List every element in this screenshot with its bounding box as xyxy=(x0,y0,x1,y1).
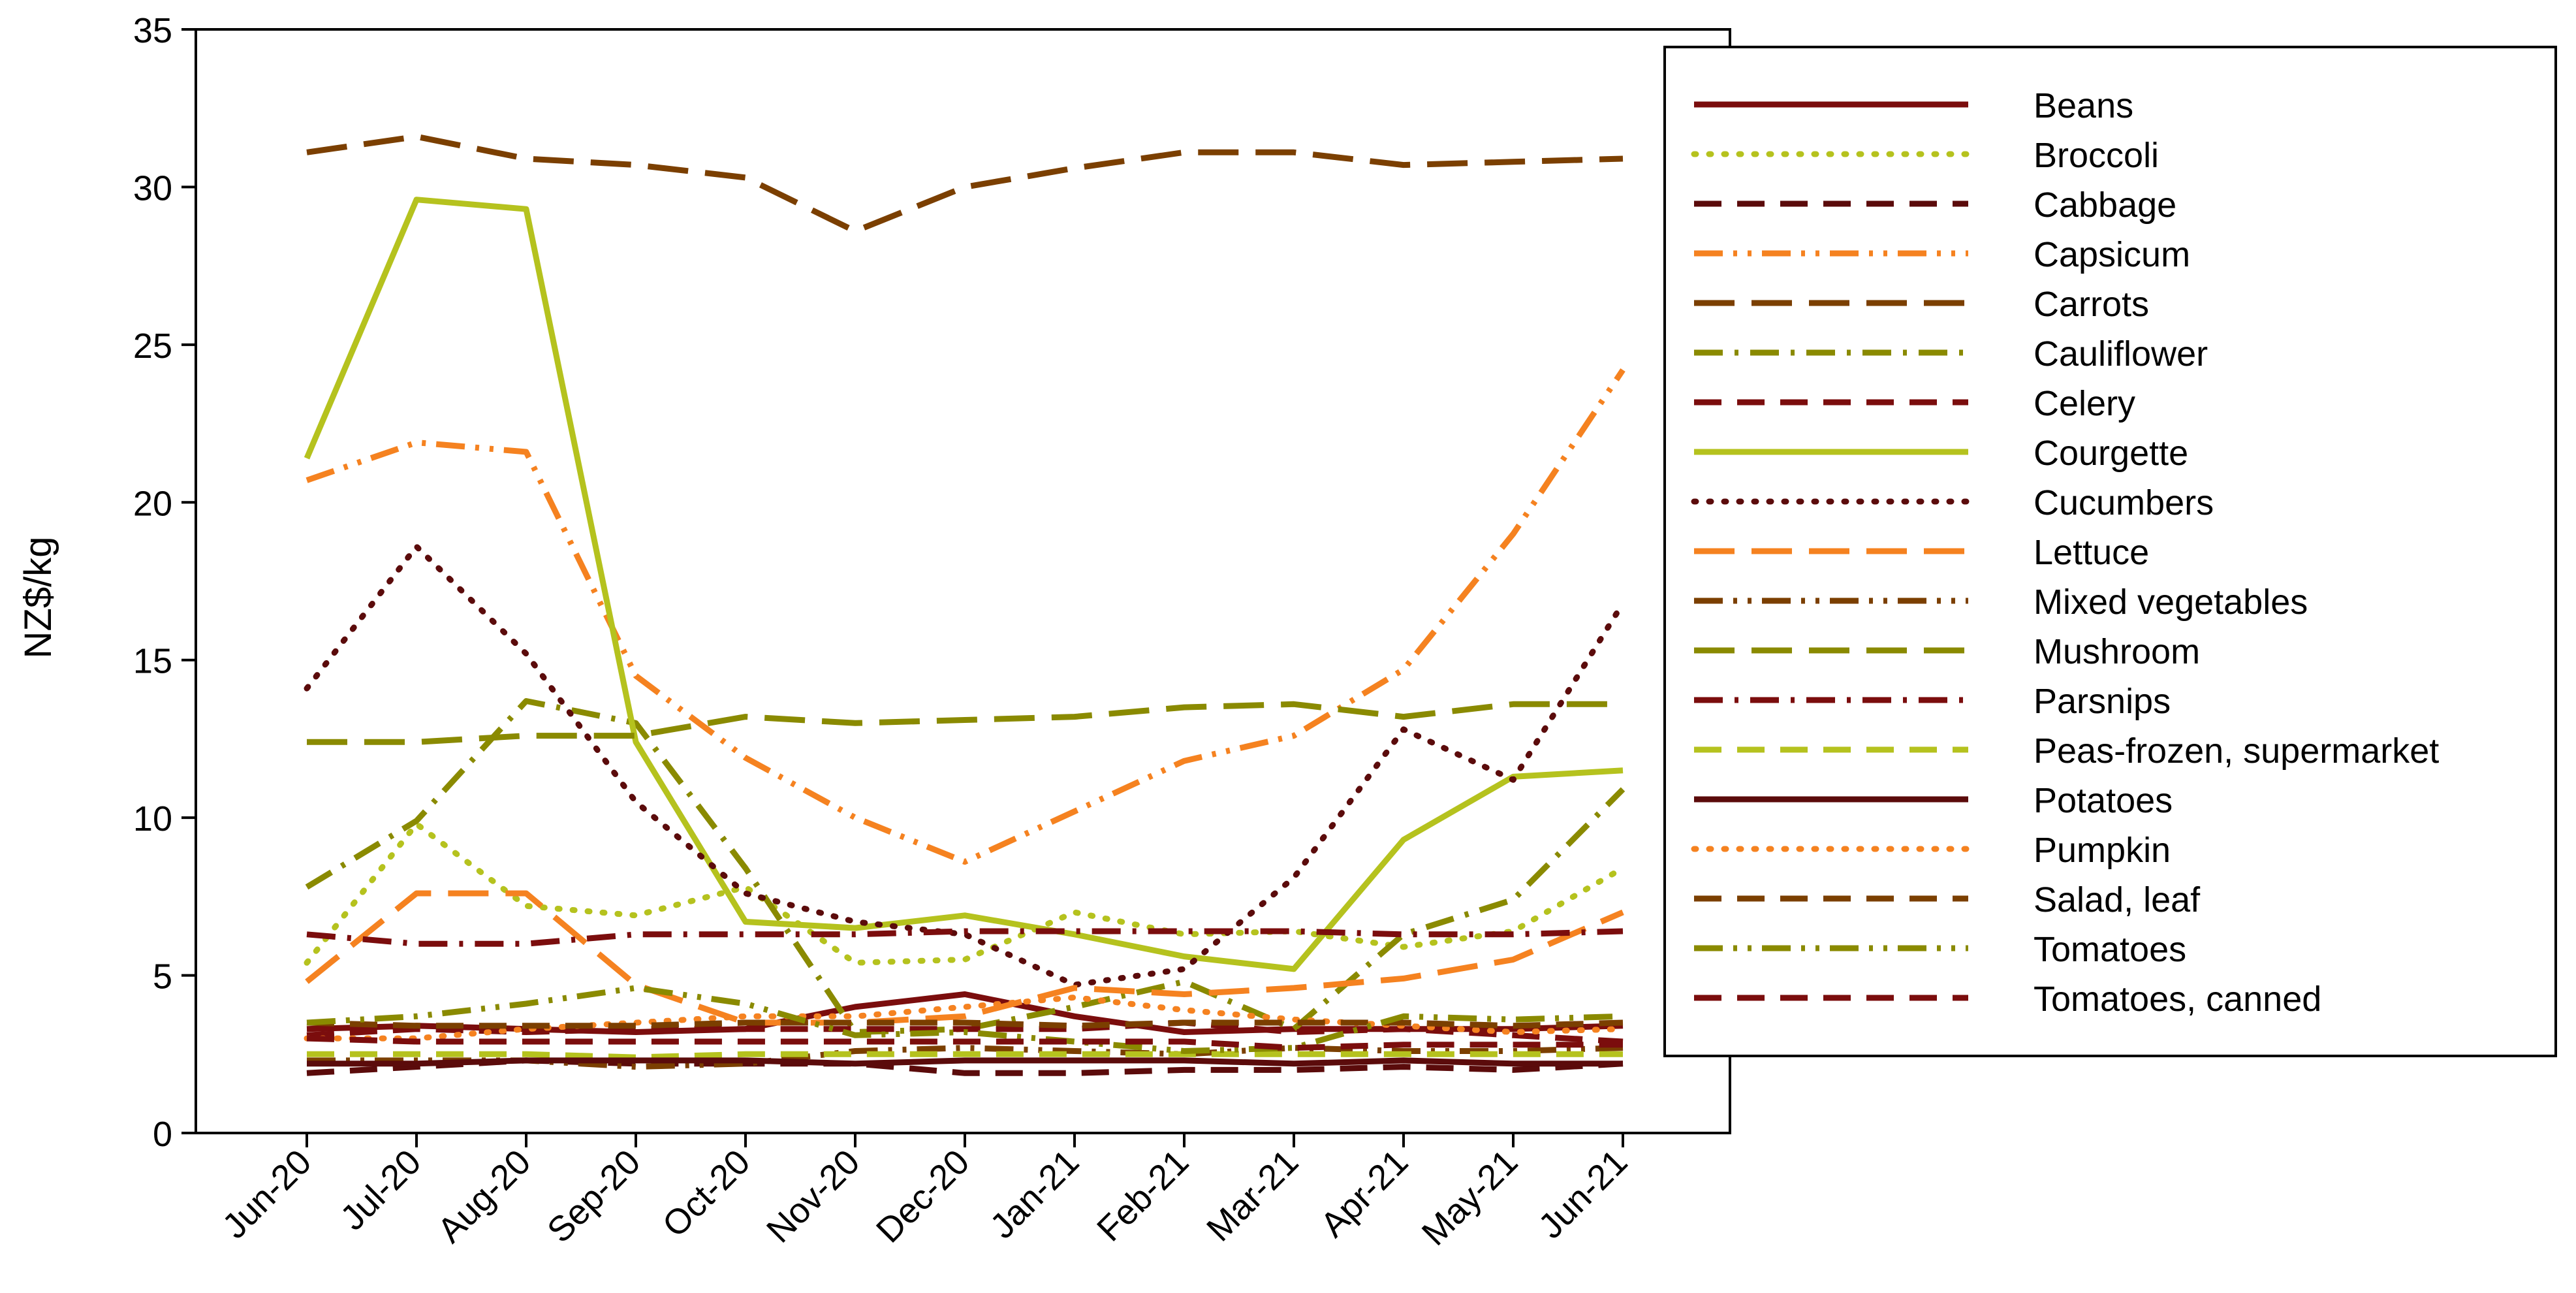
legend-label-cucumbers: Cucumbers xyxy=(2034,483,2214,522)
x-tick-label: Nov-20 xyxy=(759,1142,868,1251)
x-tick-label: May-21 xyxy=(1415,1142,1526,1253)
series-line-mushroom xyxy=(307,701,1623,745)
legend-label-salad-leaf: Salad, leaf xyxy=(2034,880,2201,919)
x-tick-label: Jun-21 xyxy=(1531,1142,1635,1246)
series-line-peas-frozen-supermarket xyxy=(307,1051,1623,1061)
series-line-cucumbers xyxy=(304,543,1626,988)
x-tick-label: Jun-20 xyxy=(215,1142,319,1246)
y-tick-label: 15 xyxy=(133,642,172,681)
legend-label-tomatoes: Tomatoes xyxy=(2034,930,2186,969)
legend: Beans Broccoli Cabbage Capsicum Carrots Cauli… xyxy=(1663,46,2557,1057)
legend-label-cauliflower: Cauliflower xyxy=(2034,334,2208,374)
series-line-cauliflower xyxy=(305,698,1626,1035)
series-line-capsicum xyxy=(306,368,1626,865)
y-tick-label: 0 xyxy=(153,1115,172,1154)
plot-frame xyxy=(195,28,1731,1134)
series-line-tomatoes-canned xyxy=(306,1035,1623,1051)
x-tick-label: Mar-21 xyxy=(1199,1142,1306,1249)
legend-label-broccoli: Broccoli xyxy=(2034,136,2159,175)
series-line-parsnips xyxy=(306,928,1624,947)
y-tick-label: 20 xyxy=(133,484,172,523)
series-line-broccoli xyxy=(304,821,1626,966)
legend-label-courgette: Courgette xyxy=(2034,434,2188,473)
y-tick-label: 35 xyxy=(133,11,172,50)
x-tick-label: Jul-20 xyxy=(333,1142,428,1237)
series-line-celery xyxy=(306,1019,1624,1045)
legend-label-pumpkin: Pumpkin xyxy=(2034,831,2171,870)
x-tick-label: Jan-21 xyxy=(982,1142,1086,1246)
x-tick-label: Dec-20 xyxy=(869,1142,977,1251)
x-tick-label: Oct-20 xyxy=(655,1142,757,1245)
legend-label-mixed-vegetables: Mixed vegetables xyxy=(2034,583,2308,622)
series-line-pumpkin xyxy=(304,994,1626,1042)
y-tick-label: 10 xyxy=(133,799,172,838)
series-line-lettuce xyxy=(305,890,1624,1026)
legend-label-carrots: Carrots xyxy=(2034,285,2149,324)
legend-label-capsicum: Capsicum xyxy=(2034,235,2190,274)
legend-label-tomatoes-canned: Tomatoes, canned xyxy=(2034,980,2321,1019)
x-tick-label: Feb-21 xyxy=(1090,1142,1196,1249)
legend-label-potatoes: Potatoes xyxy=(2034,781,2173,820)
y-axis-label: NZ$/kg xyxy=(17,537,59,659)
series-line-salad-leaf xyxy=(306,1019,1624,1029)
x-tick-label: Apr-21 xyxy=(1313,1142,1415,1245)
plot-area xyxy=(195,28,1731,1134)
series-lines xyxy=(304,133,1626,1076)
legend-label-beans: Beans xyxy=(2034,86,2133,125)
legend-label-peas-frozen-supermarket: Peas-frozen, supermarket xyxy=(2034,731,2439,771)
series-line-tomatoes xyxy=(306,985,1624,1054)
legend-label-lettuce: Lettuce xyxy=(2034,533,2149,572)
series-line-potatoes xyxy=(307,1057,1623,1067)
y-tick-label: 5 xyxy=(153,957,172,997)
series-line-carrots xyxy=(306,133,1624,234)
x-tick-label: Aug-20 xyxy=(430,1142,539,1251)
legend-label-cabbage: Cabbage xyxy=(2034,185,2176,225)
legend-label-celery: Celery xyxy=(2034,384,2135,423)
x-tick-label: Sep-20 xyxy=(540,1142,648,1251)
y-tick-label: 25 xyxy=(133,327,172,366)
legend-label-parsnips: Parsnips xyxy=(2034,682,2171,721)
legend-label-mushroom: Mushroom xyxy=(2034,632,2200,671)
series-line-courgette xyxy=(304,197,1624,972)
y-tick-label: 30 xyxy=(133,168,172,208)
